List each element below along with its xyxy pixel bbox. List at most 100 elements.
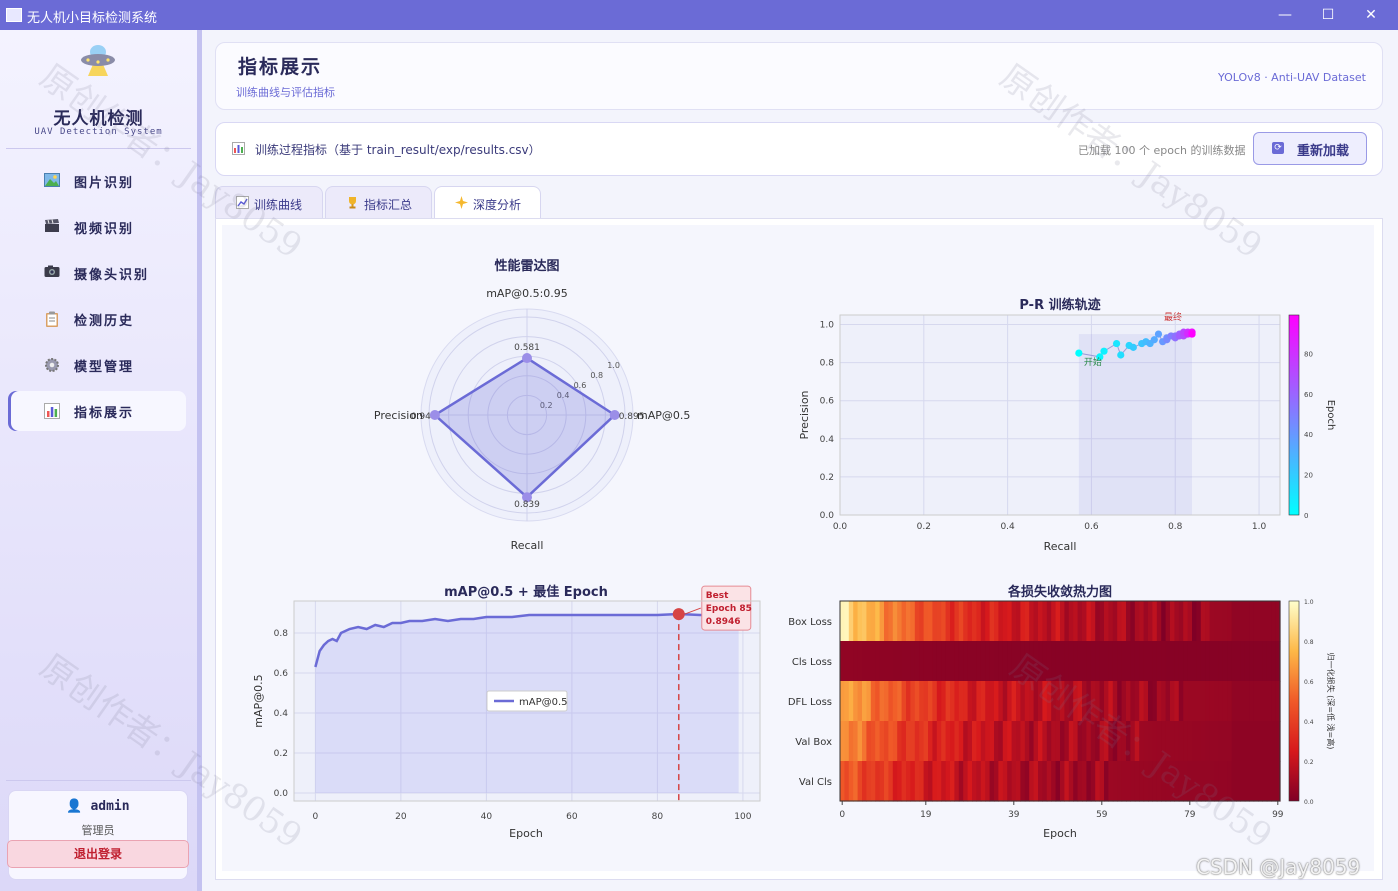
pr-ytick-label: 0.6 [820, 397, 835, 407]
heatmap-cell [1152, 721, 1158, 762]
heatmap-cell [1222, 641, 1228, 682]
heatmap-cell [1121, 761, 1127, 802]
radar-axis-label: mAP@0.5:0.95 [486, 287, 568, 300]
heatmap-cell [1187, 641, 1193, 682]
sidebar-item-camera-detect[interactable]: 摄像头识别 [8, 253, 186, 293]
heatmap-cell [1038, 601, 1043, 642]
heatmap-cell [1077, 641, 1083, 682]
heatmap-cell [1126, 721, 1131, 762]
heatmap-cell [1086, 601, 1092, 642]
heatmap-cell [928, 601, 933, 642]
heatmap-cell [1068, 641, 1074, 682]
radar-chart: 性能雷达图 0.2 0.4 0.60.8 1.0 0.581 0.895 0.839 0.9… [374, 258, 690, 552]
heatmap-cell [1002, 641, 1008, 682]
sidebar-item-image-detect[interactable]: 图片识别 [8, 161, 186, 201]
heatmap-row-label: Cls Loss [792, 657, 832, 668]
heatmap-cell [1183, 601, 1189, 642]
heatmap-cell [1249, 641, 1255, 682]
tab-metrics-summary[interactable]: 指标汇总 [325, 186, 432, 219]
heatmap-colorbar-tick: 0.4 [1304, 719, 1314, 726]
heatmap-cell [1051, 681, 1057, 722]
heatmap-cell [910, 761, 916, 802]
radar-point [522, 353, 532, 364]
heatmap-cell [1209, 681, 1215, 722]
heatmap-xtick-label: 19 [920, 810, 932, 820]
heatmap-cell [1060, 721, 1065, 762]
heatmap-cell [985, 721, 991, 762]
sidebar-item-metrics[interactable]: 指标展示 [8, 391, 186, 431]
heatmap-cell [972, 681, 977, 722]
logout-button[interactable]: 退出登录 [7, 840, 189, 868]
maximize-icon[interactable]: ☐ [1321, 7, 1335, 23]
heatmap-cell [1236, 681, 1241, 722]
heatmap-cell [1095, 681, 1101, 722]
heatmap-cell [1064, 601, 1070, 642]
heatmap-cell [1196, 681, 1202, 722]
heatmap-cell [928, 721, 933, 762]
heatmap-cell [1240, 721, 1246, 762]
heatmap-cell [1029, 681, 1035, 722]
sidebar-item-model-manage[interactable]: 模型管理 [8, 345, 186, 385]
heatmap-cell [866, 761, 872, 802]
heatmap-cell [901, 681, 907, 722]
heatmap-cell [914, 761, 920, 802]
pr-colorbar-tick: 0 [1304, 512, 1308, 520]
heatmap-cell [1196, 721, 1202, 762]
line-frame [293, 600, 761, 802]
tab-deep-analysis[interactable]: 深度分析 [434, 186, 541, 220]
heatmap-cell [1275, 761, 1281, 802]
heatmap-cell [1156, 641, 1162, 682]
heatmap-cell [1130, 761, 1136, 802]
heatmap-cell [840, 761, 845, 802]
heatmap-cell [1161, 721, 1167, 762]
heatmap-cell [1148, 721, 1153, 762]
heatmap-cell [1187, 601, 1193, 642]
sidebar-item-video-detect[interactable]: 视频识别 [8, 207, 186, 247]
heatmap-cell [1033, 601, 1039, 642]
heatmap-cell [945, 721, 951, 762]
heatmap-cell [1271, 721, 1277, 762]
csdn-watermark: CSDN @Jay8059 [1196, 855, 1361, 879]
heatmap-cell [1073, 601, 1079, 642]
ufo-logo-icon [81, 45, 115, 76]
heatmap-cell [936, 601, 942, 642]
heatmap-cell [1236, 601, 1241, 642]
user-name: 👤 admin [9, 799, 187, 814]
heatmap-cell [994, 601, 999, 642]
heatmap-cell [1007, 681, 1013, 722]
heatmap-cell [1104, 721, 1109, 762]
heatmap-cell [1055, 601, 1061, 642]
heatmap-cell [1038, 721, 1043, 762]
sidebar-item-history[interactable]: 检测历史 [8, 299, 186, 339]
trophy-icon [346, 196, 359, 209]
heatmap-cell [1214, 601, 1219, 642]
heatmap-cell [910, 681, 916, 722]
brand-subtitle: UAV Detection System [34, 127, 163, 137]
minimize-icon[interactable]: — [1278, 7, 1292, 23]
heatmap-cell [892, 601, 898, 642]
heatmap-cell [1214, 761, 1219, 802]
heatmap-cell [1205, 721, 1211, 762]
heatmap-cell [994, 761, 999, 802]
heatmap-cell [923, 721, 929, 762]
heatmap-cell [1231, 641, 1237, 682]
heatmap-cell [967, 641, 973, 682]
heatmap-cell [1139, 721, 1145, 762]
heatmap-cell [875, 761, 881, 802]
close-icon[interactable]: ✕ [1365, 7, 1377, 23]
heatmap-cell [897, 601, 903, 642]
heatmap-cell [932, 601, 938, 642]
pr-xtick-label: 0.2 [917, 522, 931, 532]
heatmap-cell [1192, 641, 1197, 682]
heatmap-cell [1090, 721, 1096, 762]
heatmap-cell [1104, 681, 1109, 722]
heatmap-cell [1205, 681, 1211, 722]
radar-tick-label: 0.8 [590, 371, 603, 380]
loss-colorbar [1288, 600, 1300, 802]
heatmap-cell [1258, 601, 1263, 642]
heatmap-cell [1209, 601, 1215, 642]
heatmap-cell [1240, 761, 1246, 802]
heatmap-xtick-label: 99 [1272, 810, 1284, 820]
reload-button[interactable]: ⟳ 重新加载 [1253, 132, 1367, 165]
tab-training-curves[interactable]: 训练曲线 [215, 186, 323, 219]
